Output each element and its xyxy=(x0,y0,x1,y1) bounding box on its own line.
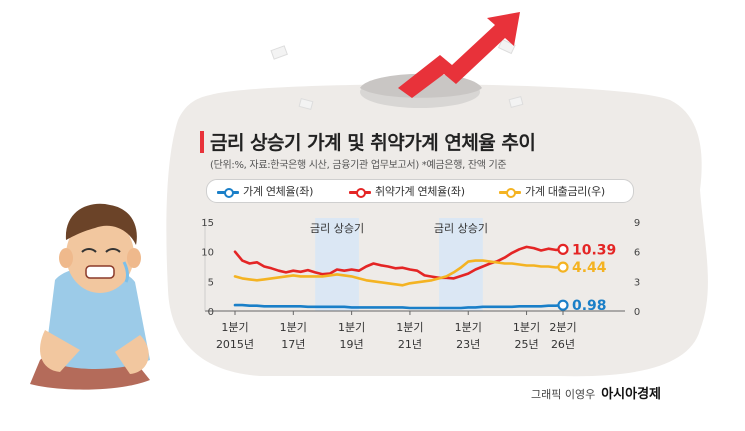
x-tick-label: 1분기 xyxy=(338,321,365,334)
x-tick-label: 1분기 xyxy=(280,321,307,334)
series-group xyxy=(233,243,569,311)
y-tick-label-right: 9 xyxy=(634,218,640,229)
series-end-label: 10.39 xyxy=(572,242,616,258)
axes xyxy=(204,218,625,315)
y-tick-label-left: 5 xyxy=(208,277,214,288)
credit-author: 그래픽 이영우 xyxy=(530,388,596,401)
series-line xyxy=(233,245,565,280)
legend-label: 가계 대출금리(우) xyxy=(525,185,605,198)
legend-item-vulnerable: 취약가계 연체율(좌) xyxy=(349,183,465,199)
x-tick-label: 1분기 xyxy=(396,321,423,334)
rising-arrow-illustration xyxy=(270,12,524,111)
series-end-marker xyxy=(557,243,569,255)
y-tick-label-left: 15 xyxy=(201,218,214,229)
legend: 가계 연체율(좌) 취약가계 연체율(좌) 가계 대출금리(우) xyxy=(206,179,634,203)
tick-labels: 0 5 10 15 0 3 6 9 1분기 2015년 1분기 17년 1분기 19년 1분기 21년 1분기 2… xyxy=(201,218,640,351)
x-tick-label-year: 25년 xyxy=(514,338,538,351)
credit: 그래픽 이영우 아시아경제 xyxy=(531,383,661,402)
legend-label: 취약가계 연체율(좌) xyxy=(375,185,465,198)
x-tick-label-year: 17년 xyxy=(281,338,305,351)
series-line xyxy=(233,303,565,310)
x-tick-label-year: 2015년 xyxy=(216,338,254,351)
series-end-marker xyxy=(557,261,569,273)
series-end-label: 4.44 xyxy=(572,260,607,276)
background-bubble xyxy=(166,84,708,377)
x-tick-label: 1분기 xyxy=(513,321,540,334)
series-end-marker xyxy=(557,299,569,311)
rate-hike-band xyxy=(315,218,359,311)
series-end-label: 0.98 xyxy=(572,298,607,314)
x-tick-label-year: 19년 xyxy=(340,338,364,351)
x-tick-label-year: 26년 xyxy=(551,338,575,351)
series-line xyxy=(233,259,565,287)
x-tick-label-year: 23년 xyxy=(456,338,480,351)
rate-hike-band xyxy=(439,218,483,311)
brand-logo: 아시아경제 xyxy=(601,387,661,402)
legend-swatch-red xyxy=(349,187,371,198)
chart-title: 금리 상승기 가계 및 취약가계 연체율 추이 xyxy=(210,132,536,154)
x-tick-label: 1분기 xyxy=(455,321,482,334)
band-label: 금리 상승기 xyxy=(310,222,364,235)
highlight-bands: 금리 상승기 금리 상승기 xyxy=(310,218,488,311)
y-tick-label-right: 3 xyxy=(634,277,640,288)
chart-subtitle: (단위:%, 자료:한국은행 시산, 금융기관 업무보고서) *예금은행, 잔액… xyxy=(210,160,507,171)
legend-item-household: 가계 연체율(좌) xyxy=(217,183,313,199)
title-accent-bar xyxy=(200,131,204,153)
worried-man-illustration xyxy=(30,203,150,390)
y-tick-label-left: 0 xyxy=(208,307,214,318)
x-tick-label-year: 21년 xyxy=(398,338,422,351)
legend-swatch-orange xyxy=(499,187,521,198)
y-tick-label-right: 0 xyxy=(634,307,640,318)
legend-label: 가계 연체율(좌) xyxy=(243,185,314,198)
band-label: 금리 상승기 xyxy=(434,222,488,235)
x-tick-label: 2분기 xyxy=(549,321,576,334)
x-tick-label: 1분기 xyxy=(221,321,248,334)
y-tick-label-left: 10 xyxy=(201,248,214,259)
y-tick-label-right: 6 xyxy=(634,248,640,259)
legend-swatch-blue xyxy=(217,187,239,198)
legend-item-loan-rate: 가계 대출금리(우) xyxy=(499,183,605,199)
